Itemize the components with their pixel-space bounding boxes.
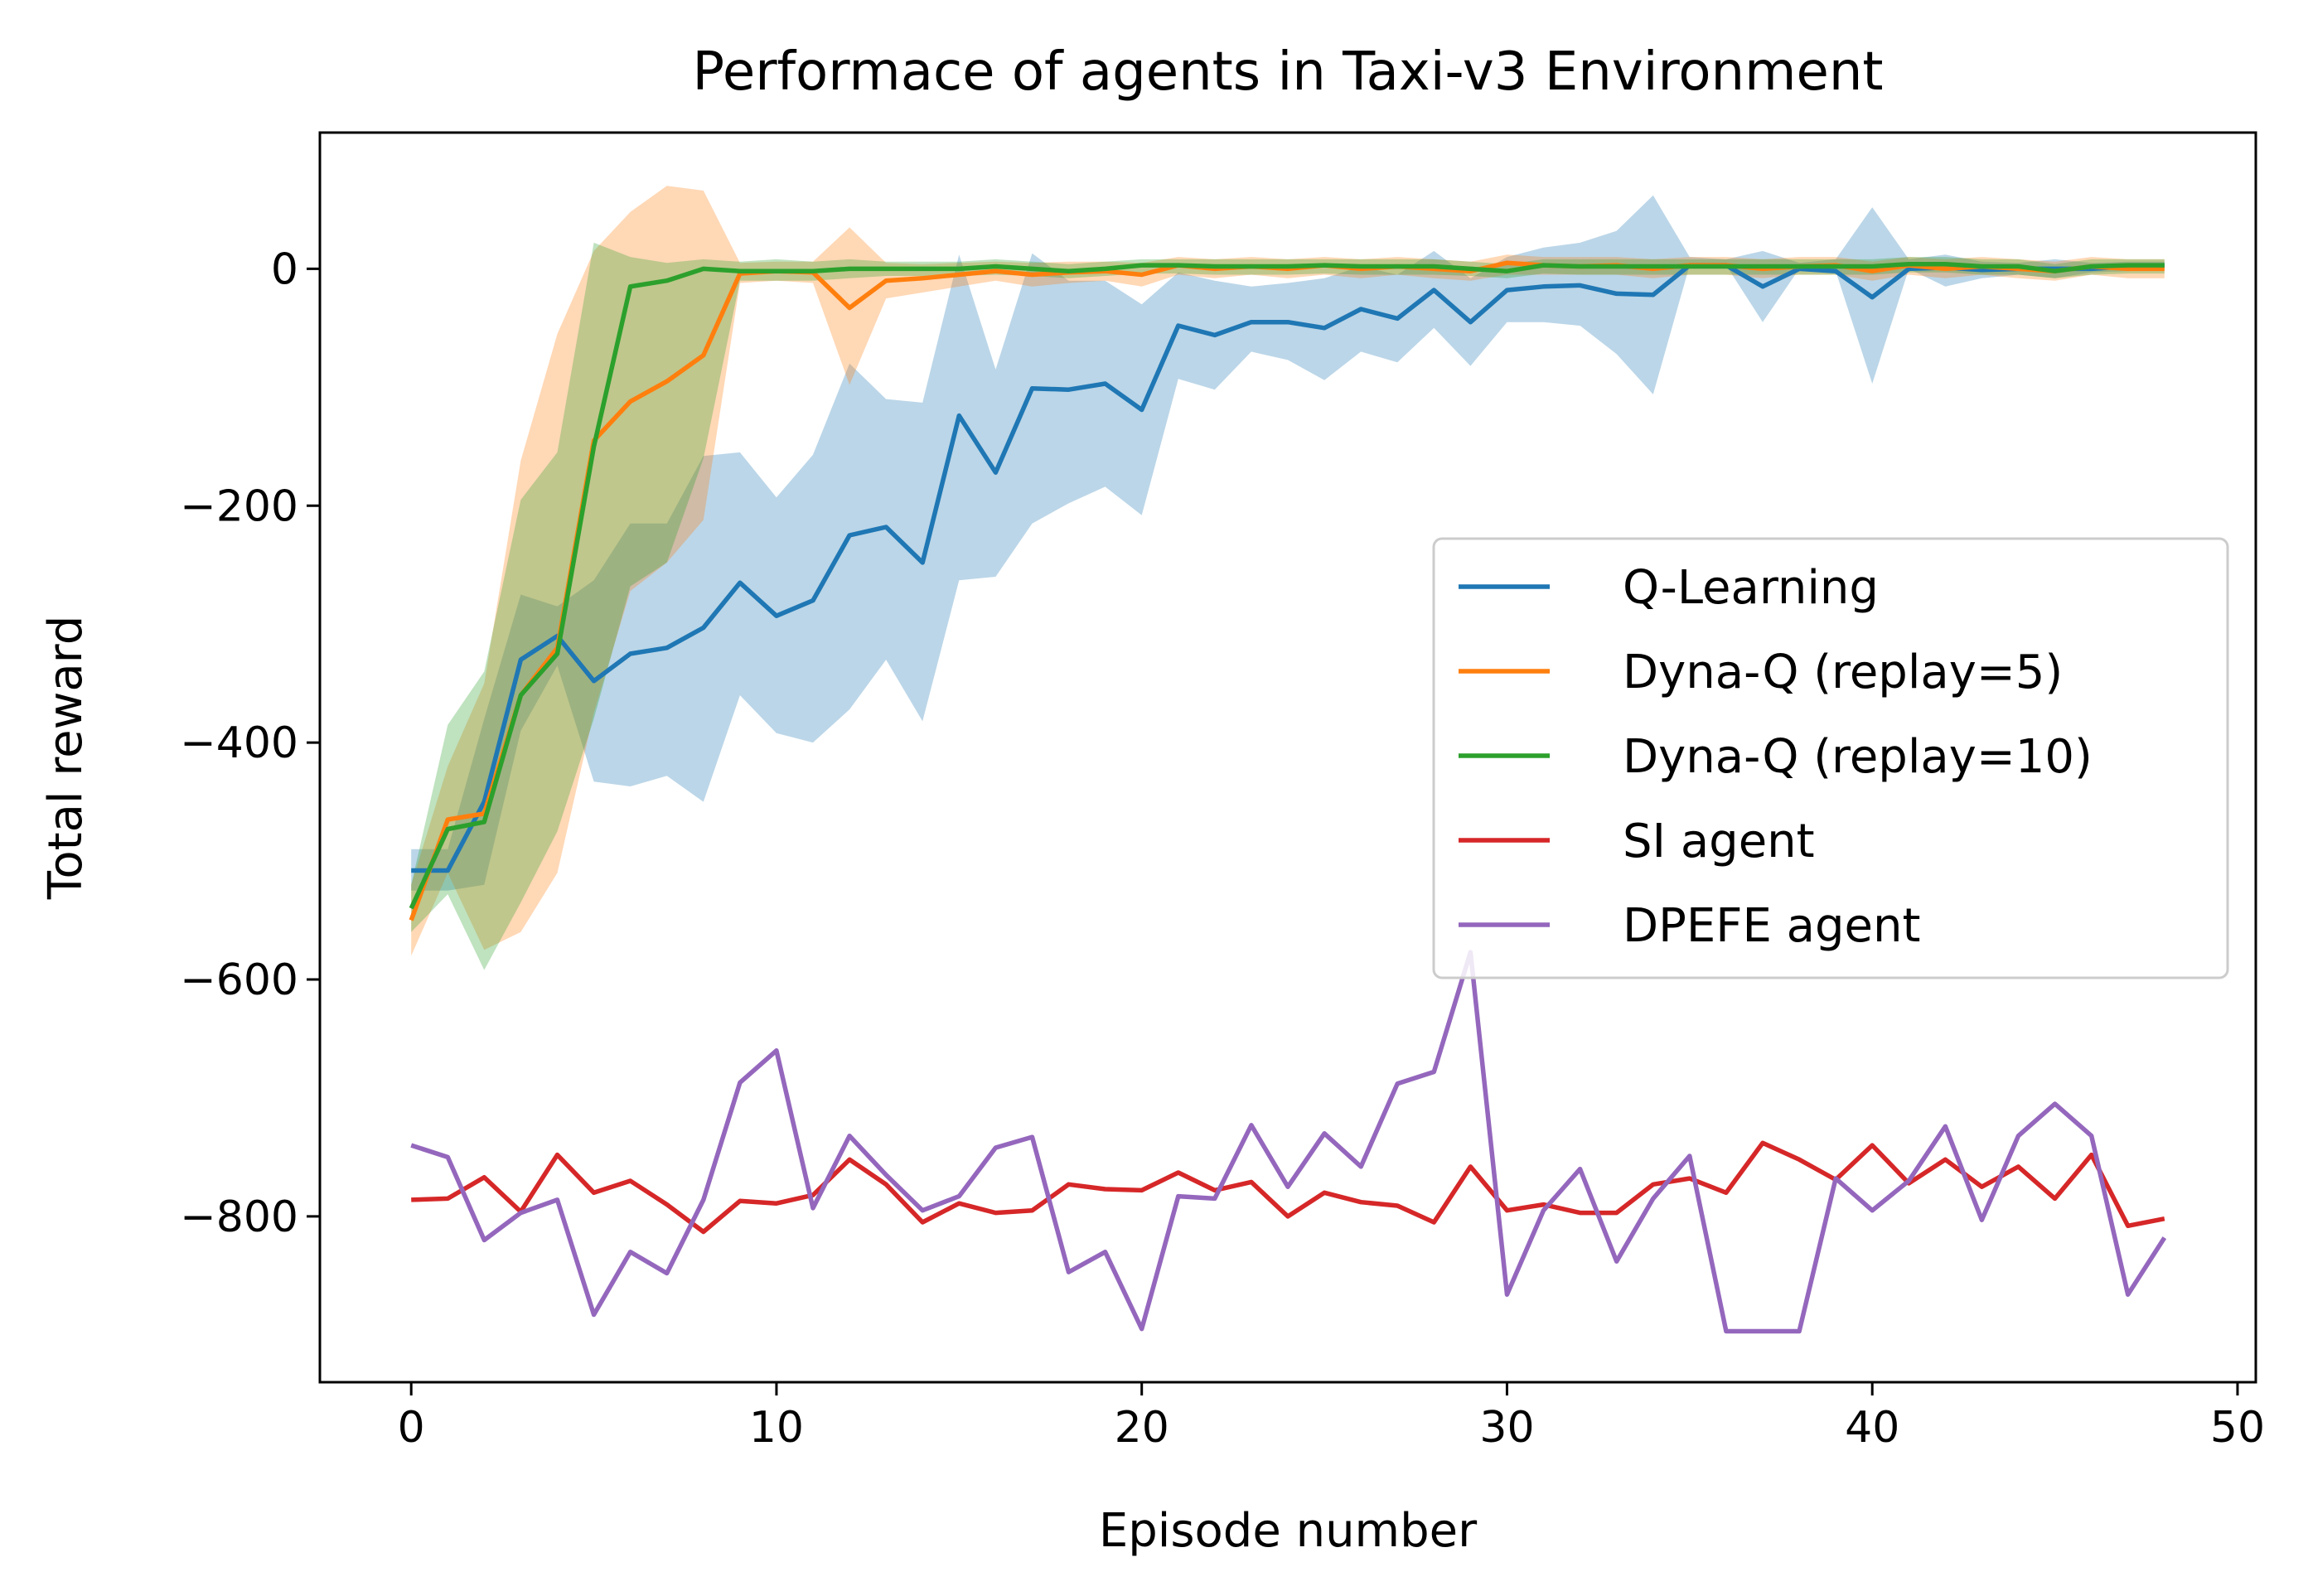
legend-entry-label: DPEFE agent bbox=[1623, 899, 1920, 953]
legend-entry-label: Dyna-Q (replay=5) bbox=[1623, 646, 2063, 699]
legend-entry-label: Dyna-Q (replay=10) bbox=[1623, 730, 2093, 784]
x-tick-label: 0 bbox=[398, 1403, 425, 1453]
band-dyna-q-replay-5- bbox=[411, 186, 2165, 956]
confidence-bands bbox=[411, 186, 2165, 970]
x-tick-label: 40 bbox=[1845, 1403, 1899, 1453]
series-lines bbox=[409, 260, 2167, 1334]
y-tick-label: −600 bbox=[180, 955, 298, 1005]
y-tick-label: 0 bbox=[271, 244, 298, 294]
band-dyna-q-replay-10- bbox=[411, 242, 2165, 970]
legend: Q-Learning Dyna-Q (replay=5) Dyna-Q (repla… bbox=[1432, 537, 2229, 979]
series-line-dyna-q-replay-10- bbox=[409, 261, 2165, 910]
y-tick-label: −200 bbox=[180, 481, 298, 531]
plot-frame bbox=[318, 131, 2257, 1384]
series-line-q-learning bbox=[411, 263, 2165, 873]
series-line-si-agent bbox=[411, 1140, 2165, 1235]
y-axis-ticks: 0 −200 −400 −600 −800 bbox=[180, 244, 320, 1242]
x-tick-label: 20 bbox=[1115, 1403, 1169, 1453]
legend-entry-label: SI agent bbox=[1623, 815, 1815, 868]
chart-title: Performace of agents in Taxi-v3 Environm… bbox=[693, 41, 1884, 103]
y-tick-label: −800 bbox=[180, 1192, 298, 1242]
series-line-dyna-q-replay-5- bbox=[409, 260, 2165, 921]
legend-entry-label: Q-Learning bbox=[1623, 561, 1879, 615]
x-axis-label: Episode number bbox=[1099, 1504, 1478, 1558]
legend-box bbox=[1432, 537, 2229, 979]
series-line-dpefe-agent bbox=[410, 950, 2167, 1334]
y-axis-label: Total reward bbox=[39, 616, 93, 901]
x-tick-label: 50 bbox=[2210, 1403, 2265, 1453]
x-tick-label: 30 bbox=[1479, 1403, 1534, 1453]
band-q-learning bbox=[411, 195, 2165, 891]
x-tick-label: 10 bbox=[749, 1403, 804, 1453]
x-axis-ticks: 0 10 20 30 40 50 bbox=[398, 1382, 2265, 1453]
y-tick-label: −400 bbox=[180, 718, 298, 768]
